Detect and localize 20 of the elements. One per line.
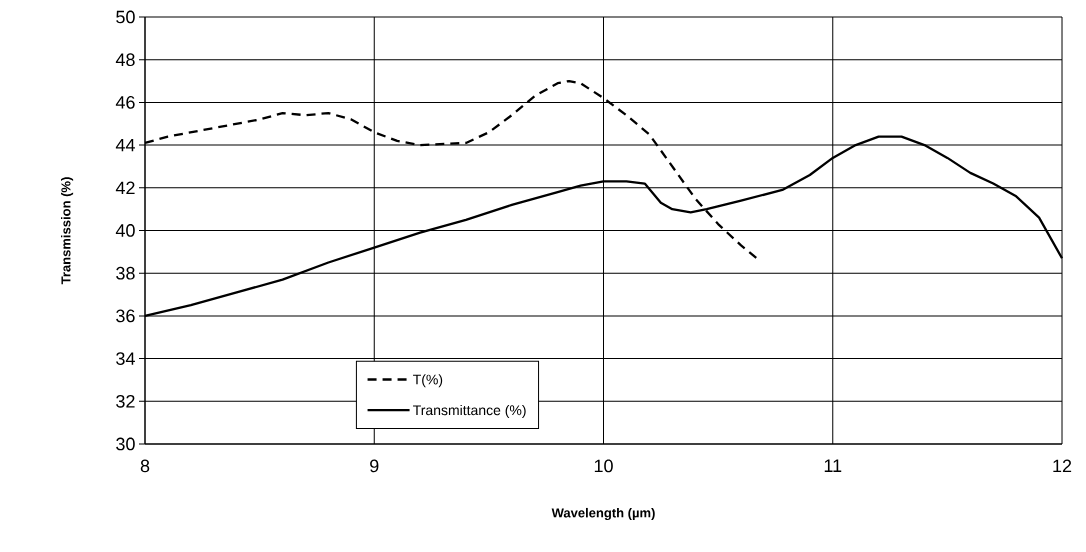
y-tick-label: 40 [115, 224, 135, 237]
x-tick-label: 11 [824, 459, 842, 472]
y-tick-label: 38 [116, 266, 135, 280]
y-tick-label: 36 [116, 309, 135, 323]
y-tick-label: 44 [115, 138, 135, 152]
x-tick-label: 10 [594, 459, 613, 473]
y-tick-label: 30 [116, 437, 135, 451]
y-tick-label: 32 [116, 394, 135, 408]
legend-label: T(%) [413, 374, 443, 388]
y-axis-title: Transmission (%) [60, 177, 74, 285]
y-tick-label: 48 [115, 53, 135, 67]
x-tick-label: 8 [140, 459, 150, 473]
x-tick-label: 9 [370, 459, 379, 473]
x-axis-title: Wavelength (µm) [551, 507, 655, 521]
legend-label: Transmittance (%) [413, 404, 526, 418]
y-tick-label: 42 [115, 181, 135, 195]
y-tick-label: 50 [116, 10, 135, 24]
y-tick-label: 34 [116, 352, 135, 365]
y-tick-label: 46 [115, 96, 135, 109]
x-tick-label: 12 [1053, 459, 1072, 473]
